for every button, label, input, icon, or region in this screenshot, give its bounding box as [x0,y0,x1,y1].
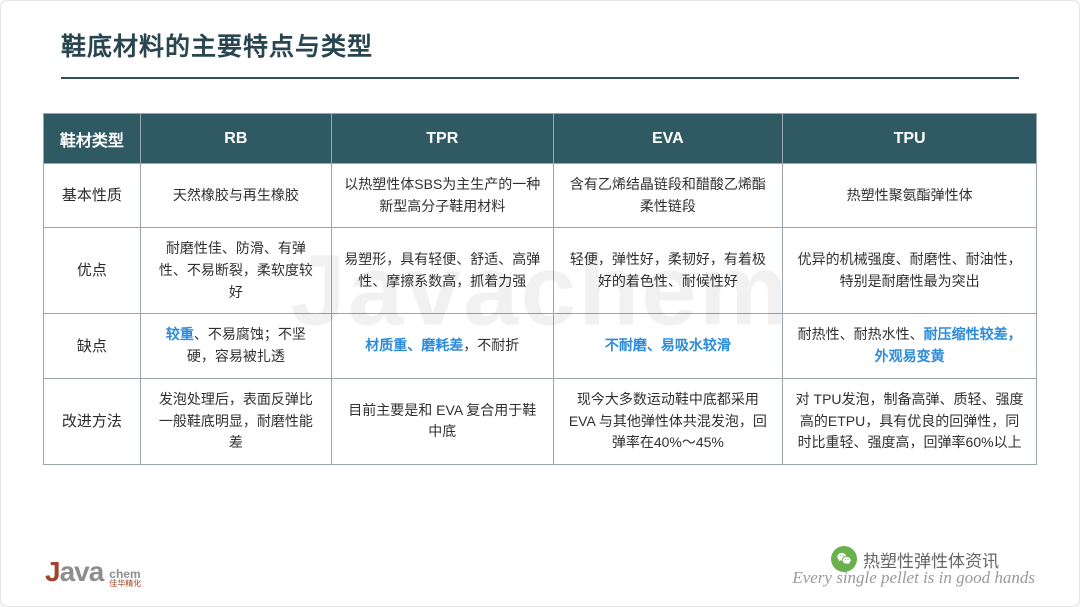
page-title: 鞋底材料的主要特点与类型 [61,27,1079,63]
row-label: 基本性质 [44,164,141,228]
table-cell: 耐磨性佳、防滑、有弹性、不易断裂，柔软度较好 [140,228,331,314]
cell-text: 现今大多数运动鞋中底都采用 EVA 与其他弹性体共混发泡，回弹率在40%～45% [569,391,767,450]
slide: Javachem 鞋底材料的主要特点与类型 鞋材类型RBTPREVATPU 基本… [0,0,1080,607]
table-cell: 目前主要是和 EVA 复合用于鞋中底 [332,378,554,464]
cell-text: 优异的机械强度、耐磨性、耐油性，特别是耐磨性最为突出 [798,251,1022,289]
table-cell: 热塑性聚氨酯弹性体 [783,164,1037,228]
cell-text: 耐热性、耐热水性、 [798,326,924,342]
table-cell: 含有乙烯结晶链段和醋酸乙烯酯柔性链段 [553,164,783,228]
cell-highlight-text: 不耐磨、易吸水较滑 [605,337,731,353]
table-row: 缺点较重、不易腐蚀；不坚硬，容易被扎透材质重、磨耗差，不耐折不耐磨、易吸水较滑耐… [44,314,1037,378]
table-cell: 材质重、磨耗差，不耐折 [332,314,554,378]
cell-text: 、不易腐蚀；不坚硬，容易被扎透 [187,326,306,364]
logo-cn-text: 佳华精化 [109,580,141,588]
cell-highlight-text: 较重 [166,326,194,342]
table-cell: 以热塑性体SBS为主生产的一种新型高分子鞋用材料 [332,164,554,228]
cell-text: 热塑性聚氨酯弹性体 [847,187,973,203]
logo-text: Java [45,556,103,588]
title-block: 鞋底材料的主要特点与类型 [1,1,1079,63]
col-header-TPU: TPU [783,114,1037,164]
cell-text: 易塑形，具有轻便、舒适、高弹性、摩擦系数高，抓着力强 [344,251,540,289]
title-underline [61,77,1019,79]
table-cell: 发泡处理后，表面反弹比一般鞋底明显，耐磨性能差 [140,378,331,464]
table-row: 改进方法发泡处理后，表面反弹比一般鞋底明显，耐磨性能差目前主要是和 EVA 复合… [44,378,1037,464]
row-label: 改进方法 [44,378,141,464]
cell-text: 天然橡胶与再生橡胶 [173,187,299,203]
comparison-table: 鞋材类型RBTPREVATPU 基本性质 天然橡胶与再生橡胶 以热塑性体SBS为主生… [43,113,1037,465]
table-cell: 不耐磨、易吸水较滑 [553,314,783,378]
logo-sub: chem 佳华精化 [109,568,141,588]
col-header-EVA: EVA [553,114,783,164]
row-label: 优点 [44,228,141,314]
footer-tagline: Every single pellet is in good hands [792,568,1035,588]
col-header-RB: RB [140,114,331,164]
table-row: 优点耐磨性佳、防滑、有弹性、不易断裂，柔软度较好易塑形，具有轻便、舒适、高弹性、… [44,228,1037,314]
cell-text: 以热塑性体SBS为主生产的一种新型高分子鞋用材料 [344,176,540,214]
table-cell: 较重、不易腐蚀；不坚硬，容易被扎透 [140,314,331,378]
cell-text: 耐磨性佳、防滑、有弹性、不易断裂，柔软度较好 [159,240,313,299]
row-label: 缺点 [44,314,141,378]
footer: Java chem 佳华精化 Every single pellet is in… [1,556,1079,588]
table-header-row: 鞋材类型RBTPREVATPU [44,114,1037,164]
table-body: 基本性质 天然橡胶与再生橡胶 以热塑性体SBS为主生产的一种新型高分子鞋用材料含有乙… [44,164,1037,465]
table-cell: 现今大多数运动鞋中底都采用 EVA 与其他弹性体共混发泡，回弹率在40%～45% [553,378,783,464]
col-header-TPR: TPR [332,114,554,164]
col-header-type: 鞋材类型 [44,114,141,164]
cell-text: 目前主要是和 EVA 复合用于鞋中底 [348,402,536,440]
table-cell: 对 TPU发泡，制备高弹、质轻、强度高的ETPU，具有优良的回弹性，同时比重轻、… [783,378,1037,464]
cell-text: 含有乙烯结晶链段和醋酸乙烯酯柔性链段 [570,176,766,214]
cell-highlight-text: 材质重、磨耗差 [365,337,463,353]
cell-text: 轻便，弹性好，柔韧好，有着极好的着色性、耐候性好 [570,251,766,289]
table: 鞋材类型RBTPREVATPU 基本性质 天然橡胶与再生橡胶 以热塑性体SBS为主生… [43,113,1037,465]
table-cell: 优异的机械强度、耐磨性、耐油性，特别是耐磨性最为突出 [783,228,1037,314]
table-cell: 易塑形，具有轻便、舒适、高弹性、摩擦系数高，抓着力强 [332,228,554,314]
table-cell: 耐热性、耐热水性、耐压缩性较差，外观易变黄 [783,314,1037,378]
table-row: 基本性质 天然橡胶与再生橡胶 以热塑性体SBS为主生产的一种新型高分子鞋用材料含有乙… [44,164,1037,228]
cell-text: 发泡处理后，表面反弹比一般鞋底明显，耐磨性能差 [159,391,313,450]
cell-text: ，不耐折 [463,337,519,353]
table-cell: 天然橡胶与再生橡胶 [140,164,331,228]
table-cell: 轻便，弹性好，柔韧好，有着极好的着色性、耐候性好 [553,228,783,314]
brand-logo: Java chem 佳华精化 [45,556,141,588]
cell-text: 对 TPU发泡，制备高弹、质轻、强度高的ETPU，具有优良的回弹性，同时比重轻、… [796,391,1024,450]
